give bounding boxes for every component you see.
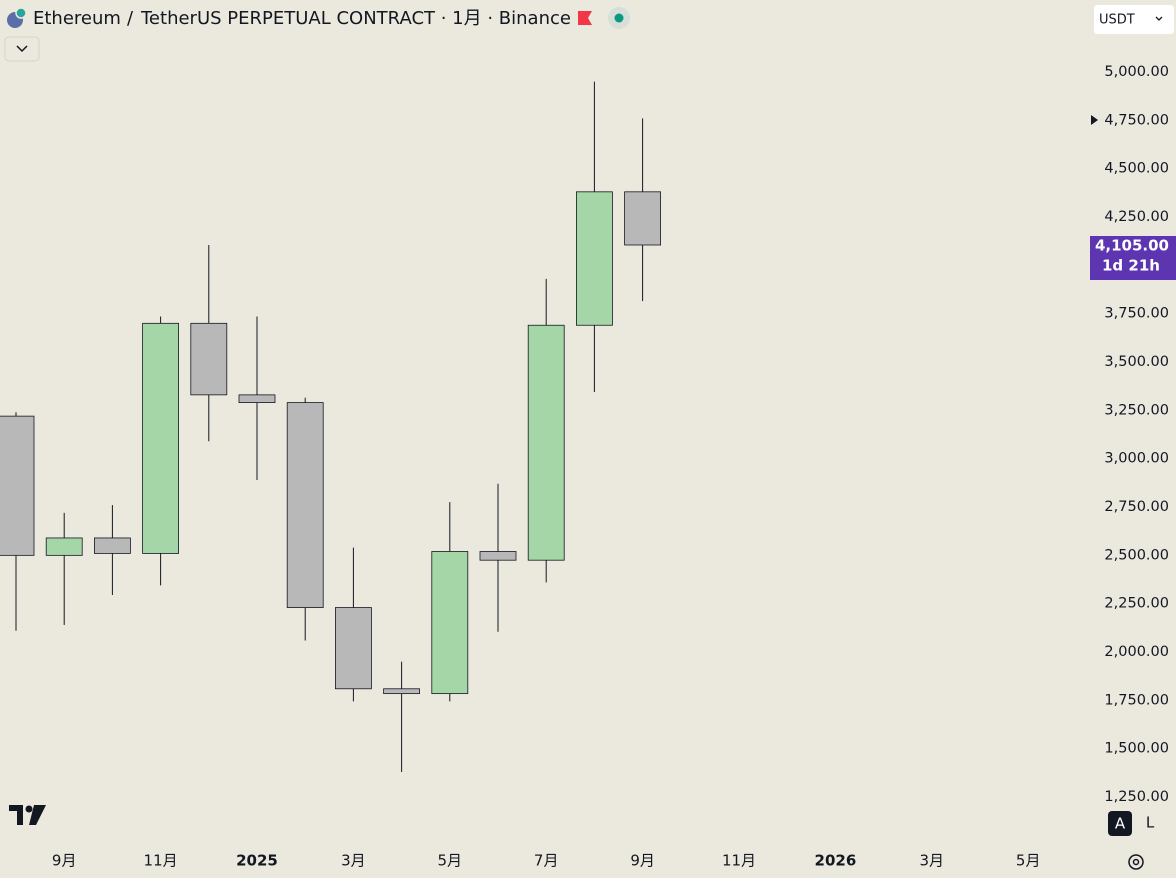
settings-icon[interactable] [1128, 854, 1144, 870]
collapse-button[interactable] [4, 36, 40, 62]
last-price-label: 4,105.00 [1095, 237, 1169, 255]
dropdown-arrow [1155, 16, 1163, 21]
chart-title: TetherUS PERPETUAL CONTRACT · 1月 · Binan… [140, 8, 571, 29]
currency: USDT [1099, 13, 1135, 28]
exchange-icon [15, 7, 27, 19]
candle-body [94, 537, 131, 554]
x-tick-label: 11月 [722, 852, 756, 870]
y-tick-label: 2,000.00 [1104, 644, 1169, 660]
candle-body [190, 322, 228, 396]
y-tick-label: 4,750.00 [1104, 112, 1169, 128]
candle-body [479, 551, 517, 561]
candle-body [238, 394, 276, 403]
status-dot [614, 13, 624, 23]
x-tick-label: 3月 [920, 852, 945, 870]
y-tick-label: 3,750.00 [1104, 306, 1169, 322]
log-scale-button[interactable]: L [1146, 814, 1155, 832]
candle-body [576, 191, 613, 326]
auto-scale-button[interactable] [1108, 811, 1132, 836]
y-tick-label: 2,500.00 [1104, 547, 1169, 563]
y-tick-label: 1,500.00 [1104, 741, 1169, 757]
x-tick-label: 7月 [534, 852, 559, 870]
y-tick-label: 3,250.00 [1104, 402, 1169, 418]
x-tick-label: 2026 [815, 852, 857, 870]
candle-body [431, 551, 469, 695]
flag-icon[interactable] [578, 11, 592, 25]
separator: / [127, 8, 134, 29]
x-tick-label: 9月 [630, 852, 655, 870]
y-tick-label: 1,750.00 [1104, 692, 1169, 708]
y-tick-label: 4,250.00 [1104, 209, 1169, 225]
y-tick-label: 3,500.00 [1104, 354, 1169, 370]
candle-body [334, 607, 372, 690]
x-tick-label: 9月 [52, 852, 77, 870]
y-tick-label: 5,000.00 [1104, 64, 1169, 80]
candle-body [527, 324, 565, 561]
x-tick-label: 5月 [438, 852, 463, 870]
currency-select[interactable] [1094, 5, 1174, 34]
symbol: Ethereum [33, 8, 121, 29]
y-tick-label: 3,000.00 [1104, 451, 1169, 467]
candle-body [142, 322, 180, 554]
candle-body [0, 415, 35, 556]
y-tick-label: 2,250.00 [1104, 596, 1169, 612]
x-tick-label: 2025 [236, 852, 278, 870]
chevron [16, 45, 28, 53]
candle-body [383, 688, 421, 695]
x-tick-label: 5月 [1016, 852, 1041, 870]
candle-body [45, 537, 83, 556]
y-tick-label: 1,250.00 [1104, 789, 1169, 805]
x-tick-label: 11月 [144, 852, 178, 870]
candle-body [286, 402, 324, 608]
y-tick-label: 2,750.00 [1104, 499, 1169, 515]
plot-area [0, 81, 661, 772]
candle-body [624, 191, 661, 246]
auto-scale-label: A [1115, 815, 1126, 833]
x-tick-label: 3月 [341, 852, 366, 870]
last-price-box [1090, 236, 1176, 280]
price-marker [1091, 115, 1098, 125]
countdown: 1d 21h [1102, 257, 1160, 275]
logo [9, 805, 46, 825]
y-tick-label: 4,500.00 [1104, 161, 1169, 177]
